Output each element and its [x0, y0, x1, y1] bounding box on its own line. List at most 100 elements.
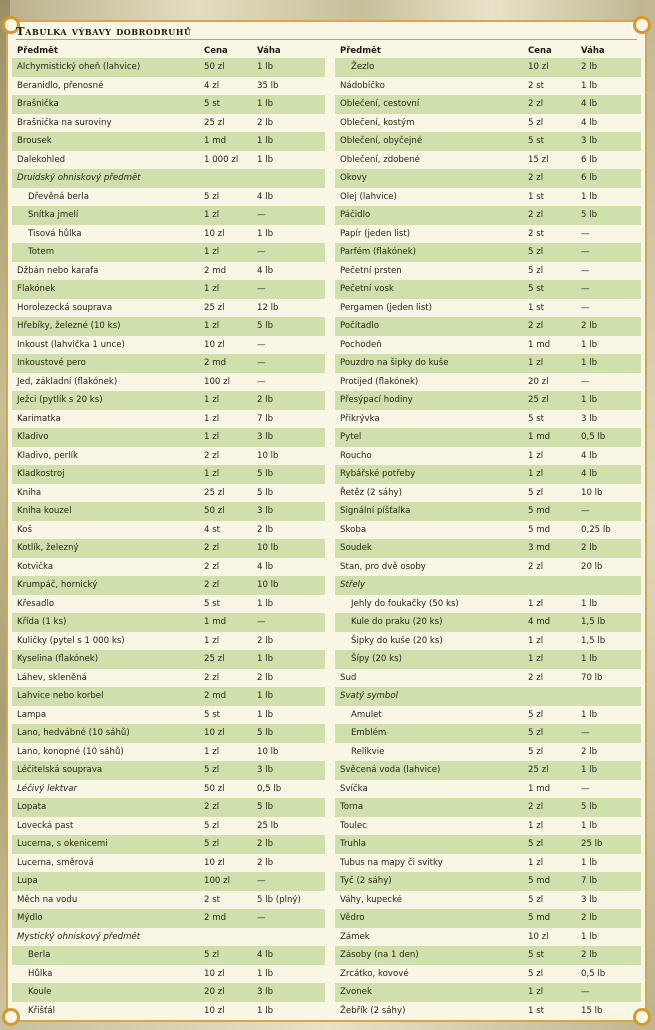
header-weight: Váha	[581, 46, 605, 56]
item-cost: 10 zl	[204, 857, 225, 868]
table-row: Tubus na mapy či svitky 1 zl 1 lb	[335, 854, 641, 873]
item-cost: 1 zl	[528, 987, 544, 997]
table-column-right: Předmět Cena Váha Žezlo 10 zl 2 lb Nádobíčk…	[335, 44, 641, 1020]
item-weight: 1 lb	[581, 654, 598, 664]
item-weight: —	[257, 913, 266, 923]
item-name: Sud	[340, 672, 357, 683]
item-name: Beranidlo, přenosné	[17, 80, 104, 91]
table-row: Dřevěná berla 5 zl 4 lb	[12, 188, 325, 207]
item-name: Jed, základní (flakónek)	[17, 376, 118, 387]
item-weight: —	[581, 376, 590, 387]
item-name: Inkoustové pero	[17, 358, 86, 368]
item-name: Amulet	[351, 709, 382, 720]
table-row: Beranidlo, přenosné 4 zl 35 lb	[12, 77, 325, 96]
item-weight: 15 lb	[581, 1005, 603, 1016]
item-cost: 100 zl	[204, 876, 231, 886]
item-weight: 3 lb	[257, 765, 274, 775]
table-row: Toulec 1 zl 1 lb	[335, 817, 641, 836]
item-cost: 1 zl	[204, 321, 220, 331]
item-cost: 1 zl	[204, 284, 220, 294]
item-cost: 2 zl	[528, 210, 544, 220]
item-name: Léčitelská souprava	[17, 765, 103, 775]
item-name: Žebřík (2 sáhy)	[340, 1005, 406, 1016]
item-weight: —	[257, 617, 266, 627]
table-row: Žezlo 10 zl 2 lb	[335, 58, 641, 77]
item-name: Mystický ohniskový předmět	[17, 931, 141, 942]
item-cost: 5 zl	[528, 709, 544, 720]
item-weight: 3 lb	[257, 506, 274, 516]
background-texture-right	[645, 0, 655, 1030]
table-row: Lano, konopné (10 sáhů) 1 zl 10 lb	[12, 743, 325, 762]
item-name: Dalekohled	[17, 154, 66, 165]
item-cost: 2 md	[204, 265, 227, 276]
item-weight: 10 lb	[257, 580, 279, 590]
corner-ornament-icon	[633, 16, 651, 34]
item-name: Toulec	[340, 820, 367, 831]
table-header-row: Předmět Cena Váha	[335, 44, 641, 58]
item-weight: 5 lb	[257, 321, 274, 331]
item-name: Protijed (flakónek)	[340, 376, 419, 387]
item-cost: 4 zl	[204, 80, 220, 91]
table-row: Alchymistický oheň (lahvice) 50 zl 1 lb	[12, 58, 325, 77]
item-weight: 2 lb	[257, 635, 274, 646]
item-name: Přesýpací hodiny	[340, 395, 413, 405]
table-row: Kotlík, železný 2 zl 10 lb	[12, 539, 325, 558]
table-row: Lucerna, s okenicemi 5 zl 2 lb	[12, 835, 325, 854]
table-row: Tyč (2 sáhy) 5 md 7 lb	[335, 872, 641, 891]
table-row: Dalekohled 1 000 zl 1 lb	[12, 151, 325, 170]
title-divider	[16, 39, 637, 40]
table-row: Flakónek 1 zl —	[12, 280, 325, 299]
table-row: Kniha 25 zl 5 lb	[12, 484, 325, 503]
item-weight: 1 lb	[581, 857, 598, 868]
item-cost: 1 md	[528, 432, 551, 442]
table-row: Oblečení, cestovní 2 zl 4 lb	[335, 95, 641, 114]
table-row: Kyselina (flakónek) 25 zl 1 lb	[12, 650, 325, 669]
item-cost: 1 md	[528, 339, 551, 350]
table-row: Pergamen (jeden list) 1 st —	[335, 299, 641, 318]
item-cost: 2 zl	[528, 99, 544, 109]
item-name: Hřebíky, železné (10 ks)	[17, 321, 121, 331]
table-row: Lampa 5 st 1 lb	[12, 706, 325, 725]
item-weight: —	[581, 265, 590, 276]
item-name: Ježci (pytlík s 20 ks)	[17, 395, 103, 405]
item-weight: 2 lb	[257, 857, 274, 868]
item-cost: 2 md	[204, 358, 227, 368]
item-weight: —	[257, 358, 266, 368]
item-name: Kladivo, perlík	[17, 450, 78, 461]
table-row: Protijed (flakónek) 20 zl —	[335, 373, 641, 392]
table-row: Koš 4 st 2 lb	[12, 521, 325, 540]
table-row: Relikvie 5 zl 2 lb	[335, 743, 641, 762]
table-row: Zrcátko, kovové 5 zl 0,5 lb	[335, 965, 641, 984]
item-weight: 3 lb	[581, 894, 598, 905]
table-row: Pečetní prsten 5 zl —	[335, 262, 641, 281]
item-cost: 2 zl	[528, 173, 544, 183]
item-name: Tubus na mapy či svitky	[340, 857, 443, 868]
table-row: Zvonek 1 zl —	[335, 983, 641, 1002]
item-weight: —	[581, 506, 590, 516]
table-body-right: Žezlo 10 zl 2 lb Nádobíčko 2 st 1 lb Oblečení,…	[335, 58, 641, 1020]
item-cost: 5 md	[528, 506, 551, 516]
item-weight: 1 lb	[257, 691, 274, 701]
item-name: Koule	[28, 987, 52, 997]
table-row: Léčivý lektvar 50 zl 0,5 lb	[12, 780, 325, 799]
table-row: Kotvička 2 zl 4 lb	[12, 558, 325, 577]
item-name: Kotlík, železný	[17, 543, 79, 553]
table-row: Papír (jeden list) 2 st —	[335, 225, 641, 244]
item-cost: 10 zl	[204, 339, 225, 350]
item-name: Brousek	[17, 136, 52, 146]
item-name: Emblém	[351, 728, 387, 738]
table-row: Kule do praku (20 ks) 4 md 1,5 lb	[335, 613, 641, 632]
table-row: Lupa 100 zl —	[12, 872, 325, 891]
item-cost: 1 st	[528, 302, 545, 313]
item-weight: 1 lb	[581, 80, 598, 91]
item-cost: 1 zl	[528, 635, 544, 646]
item-cost: 5 zl	[528, 839, 544, 849]
item-name: Střely	[340, 580, 366, 590]
table-row: Zásoby (na 1 den) 5 st 2 lb	[335, 946, 641, 965]
item-name: Parfém (flakónek)	[340, 247, 417, 257]
item-cost: 10 zl	[528, 931, 549, 942]
header-item: Předmět	[340, 46, 381, 56]
table-row: Olej (lahvice) 1 st 1 lb	[335, 188, 641, 207]
table-row: Parfém (flakónek) 5 zl —	[335, 243, 641, 262]
item-weight: 4 lb	[257, 561, 274, 572]
